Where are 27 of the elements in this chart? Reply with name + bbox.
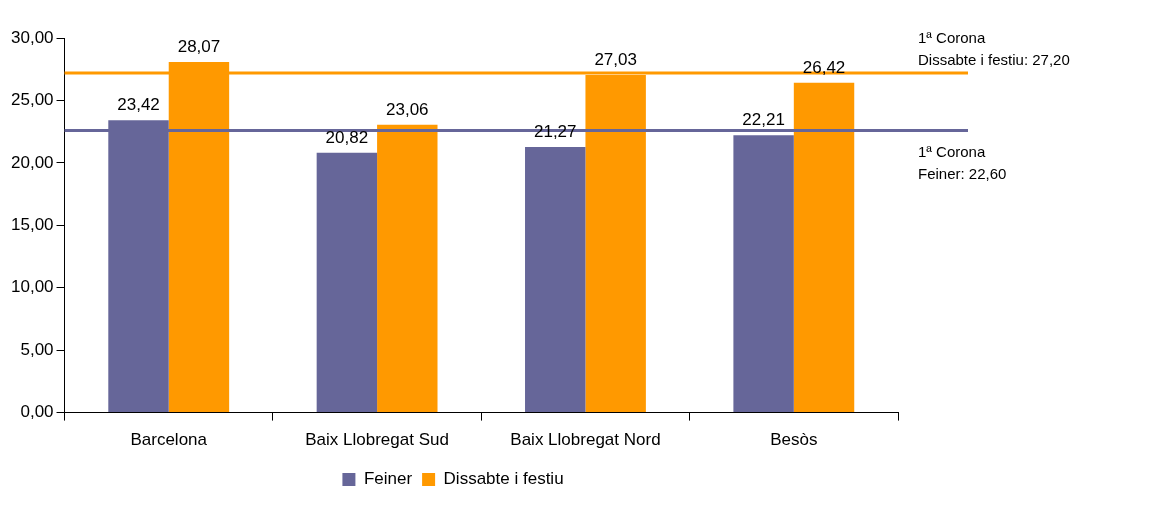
x-tick-label: Baix Llobregat Sud <box>305 430 449 450</box>
legend-label: Feiner <box>363 469 413 489</box>
data-label: 27,03 <box>594 50 637 70</box>
ref-line-label: 1ª Corona Feiner: 22,60 <box>918 142 1007 182</box>
data-label: 28,07 <box>177 37 221 57</box>
bar <box>793 82 855 413</box>
bar <box>316 152 378 413</box>
y-tick-label: 20,00 <box>10 152 54 172</box>
data-label: 26,42 <box>802 57 846 77</box>
y-tick-label: 0,00 <box>20 402 54 422</box>
legend-label: Dissabte i festiu <box>443 469 564 489</box>
data-label: 22,21 <box>742 110 785 130</box>
y-tick-label: 5,00 <box>20 339 54 359</box>
y-tick-label: 30,00 <box>10 27 54 47</box>
bar <box>377 124 438 413</box>
data-label: 23,06 <box>386 99 429 119</box>
x-tick-label: Barcelona <box>130 430 208 450</box>
ref-line-label: 1ª Corona Dissabte i festiu: 27,20 <box>918 29 1070 69</box>
y-tick-label: 15,00 <box>10 214 54 234</box>
data-label: 20,82 <box>325 127 369 147</box>
x-tick-label: Baix Llobregat Nord <box>510 430 661 450</box>
y-tick-label: 25,00 <box>10 90 54 110</box>
bar <box>525 147 586 413</box>
bar <box>733 135 794 413</box>
x-tick-label: Besòs <box>770 430 818 450</box>
y-tick-label: 10,00 <box>10 277 54 297</box>
data-label: 23,42 <box>117 95 160 115</box>
